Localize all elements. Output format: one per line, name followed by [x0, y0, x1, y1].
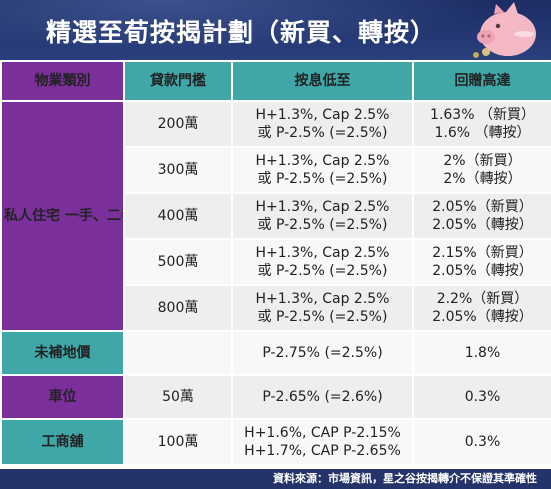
mortgage-plan-table: 物業類別 貸款門檻 按息低至 回贈高達 私人住宅 一手、二手 200萬 H+1.… — [0, 60, 551, 466]
threshold-cell: 800萬 — [123, 284, 233, 332]
page-title: 精選至荀按揭計劃（新買、轉按） — [46, 18, 437, 47]
table-row: 私人住宅 一手、二手 200萬 H+1.3%, Cap 2.5% 或 P-2.5… — [0, 100, 551, 332]
rebate-cell: 2.2%（新買） 2.05%（轉按） — [412, 284, 551, 332]
header-loan-threshold: 貸款門檻 — [123, 60, 233, 102]
rate-line: 或 P-2.5% (=2.5%) — [257, 171, 388, 187]
source-footnote: 資料來源：市場資訊，星之谷按揭轉介不保證其準確性 — [0, 469, 551, 489]
category-commercial: 工商舖 — [0, 418, 125, 466]
rate-cell: H+1.3%, Cap 2.5% 或 P-2.5% (=2.5%) — [231, 238, 414, 286]
threshold-cell: 100萬 — [123, 418, 233, 466]
category-unpaid-land-premium: 未補地價 — [0, 330, 125, 376]
header-rebate: 回贈高達 — [412, 60, 551, 102]
rate-cell: H+1.6%, CAP P-2.15% H+1.7%, CAP P-2.65% — [231, 418, 414, 466]
rate-line: H+1.6%, CAP P-2.15% — [244, 425, 401, 441]
rate-line: 或 P-2.5% (=2.5%) — [257, 263, 388, 279]
rate-line: H+1.3%, Cap 2.5% — [255, 107, 390, 123]
table-row: 500萬 H+1.3%, Cap 2.5% 或 P-2.5% (=2.5%) 2… — [1, 238, 551, 286]
rate-cell: H+1.3%, Cap 2.5% 或 P-2.5% (=2.5%) — [231, 146, 414, 194]
rebate-line: 2.05%（轉按） — [432, 309, 533, 325]
rebate-line: 2%（轉按） — [443, 171, 522, 187]
rebate-line: 2.2%（新買） — [436, 291, 529, 307]
rebate-cell: 0.3% — [412, 374, 551, 420]
header-banner: 精選至荀按揭計劃（新買、轉按） — [0, 0, 551, 60]
header-interest-rate: 按息低至 — [231, 60, 414, 102]
rate-line: H+1.3%, Cap 2.5% — [255, 245, 390, 261]
table-row: 800萬 H+1.3%, Cap 2.5% 或 P-2.5% (=2.5%) 2… — [1, 284, 551, 332]
threshold-cell: 300萬 — [123, 146, 233, 194]
table-row: 工商舖 100萬 H+1.6%, CAP P-2.15% H+1.7%, CAP… — [0, 418, 551, 466]
rebate-line: 2.05%（轉按） — [432, 217, 533, 233]
rate-line: 或 P-2.5% (=2.5%) — [257, 125, 388, 141]
rebate-line: 2.05%（新買） — [432, 199, 533, 215]
rebate-line: 1.63% （新買） — [430, 107, 535, 123]
rate-line: H+1.7%, CAP P-2.65% — [244, 443, 401, 459]
header-glow — [0, 0, 551, 60]
piggy-bank-icon — [473, 2, 536, 58]
table-header-row: 物業類別 貸款門檻 按息低至 回贈高達 — [0, 60, 551, 102]
rebate-line: 2.15%（新買） — [432, 245, 533, 261]
table-row: 300萬 H+1.3%, Cap 2.5% 或 P-2.5% (=2.5%) 2… — [1, 146, 551, 194]
rate-cell: H+1.3%, Cap 2.5% 或 P-2.5% (=2.5%) — [231, 100, 414, 148]
rebate-cell: 0.3% — [412, 418, 551, 466]
rate-line: H+1.3%, Cap 2.5% — [255, 291, 390, 307]
rebate-line: 2%（新買） — [443, 153, 522, 169]
rate-cell: P-2.75% (=2.5%) — [231, 330, 414, 376]
rate-cell: P-2.65% (=2.6%) — [231, 374, 414, 420]
rate-line: 或 P-2.5% (=2.5%) — [257, 309, 388, 325]
category-residential: 私人住宅 一手、二手 — [0, 100, 125, 332]
threshold-cell: 500萬 — [123, 238, 233, 286]
threshold-cell — [123, 330, 233, 376]
table-row: 400萬 H+1.3%, Cap 2.5% 或 P-2.5% (=2.5%) 2… — [1, 192, 551, 240]
rebate-line: 1.6% （轉按） — [434, 125, 531, 141]
threshold-cell: 400萬 — [123, 192, 233, 240]
table-row: 車位 50萬 P-2.65% (=2.6%) 0.3% — [0, 374, 551, 420]
table-row: 未補地價 P-2.75% (=2.5%) 1.8% — [0, 330, 551, 376]
rebate-line: 2.05%（轉按） — [432, 263, 533, 279]
category-parking: 車位 — [0, 374, 125, 420]
threshold-cell: 200萬 — [123, 100, 233, 148]
rate-cell: H+1.3%, Cap 2.5% 或 P-2.5% (=2.5%) — [231, 192, 414, 240]
threshold-cell: 50萬 — [123, 374, 233, 420]
rebate-cell: 2.05%（新買） 2.05%（轉按） — [412, 192, 551, 240]
rate-cell: H+1.3%, Cap 2.5% 或 P-2.5% (=2.5%) — [231, 284, 414, 332]
rebate-cell: 1.8% — [412, 330, 551, 376]
rebate-cell: 1.63% （新買） 1.6% （轉按） — [412, 100, 551, 148]
rebate-cell: 2.15%（新買） 2.05%（轉按） — [412, 238, 551, 286]
header-property-type: 物業類別 — [0, 60, 125, 102]
rebate-cell: 2%（新買） 2%（轉按） — [412, 146, 551, 194]
rate-line: 或 P-2.5% (=2.5%) — [257, 217, 388, 233]
rate-line: H+1.3%, Cap 2.5% — [255, 153, 390, 169]
rate-line: H+1.3%, Cap 2.5% — [255, 199, 390, 215]
